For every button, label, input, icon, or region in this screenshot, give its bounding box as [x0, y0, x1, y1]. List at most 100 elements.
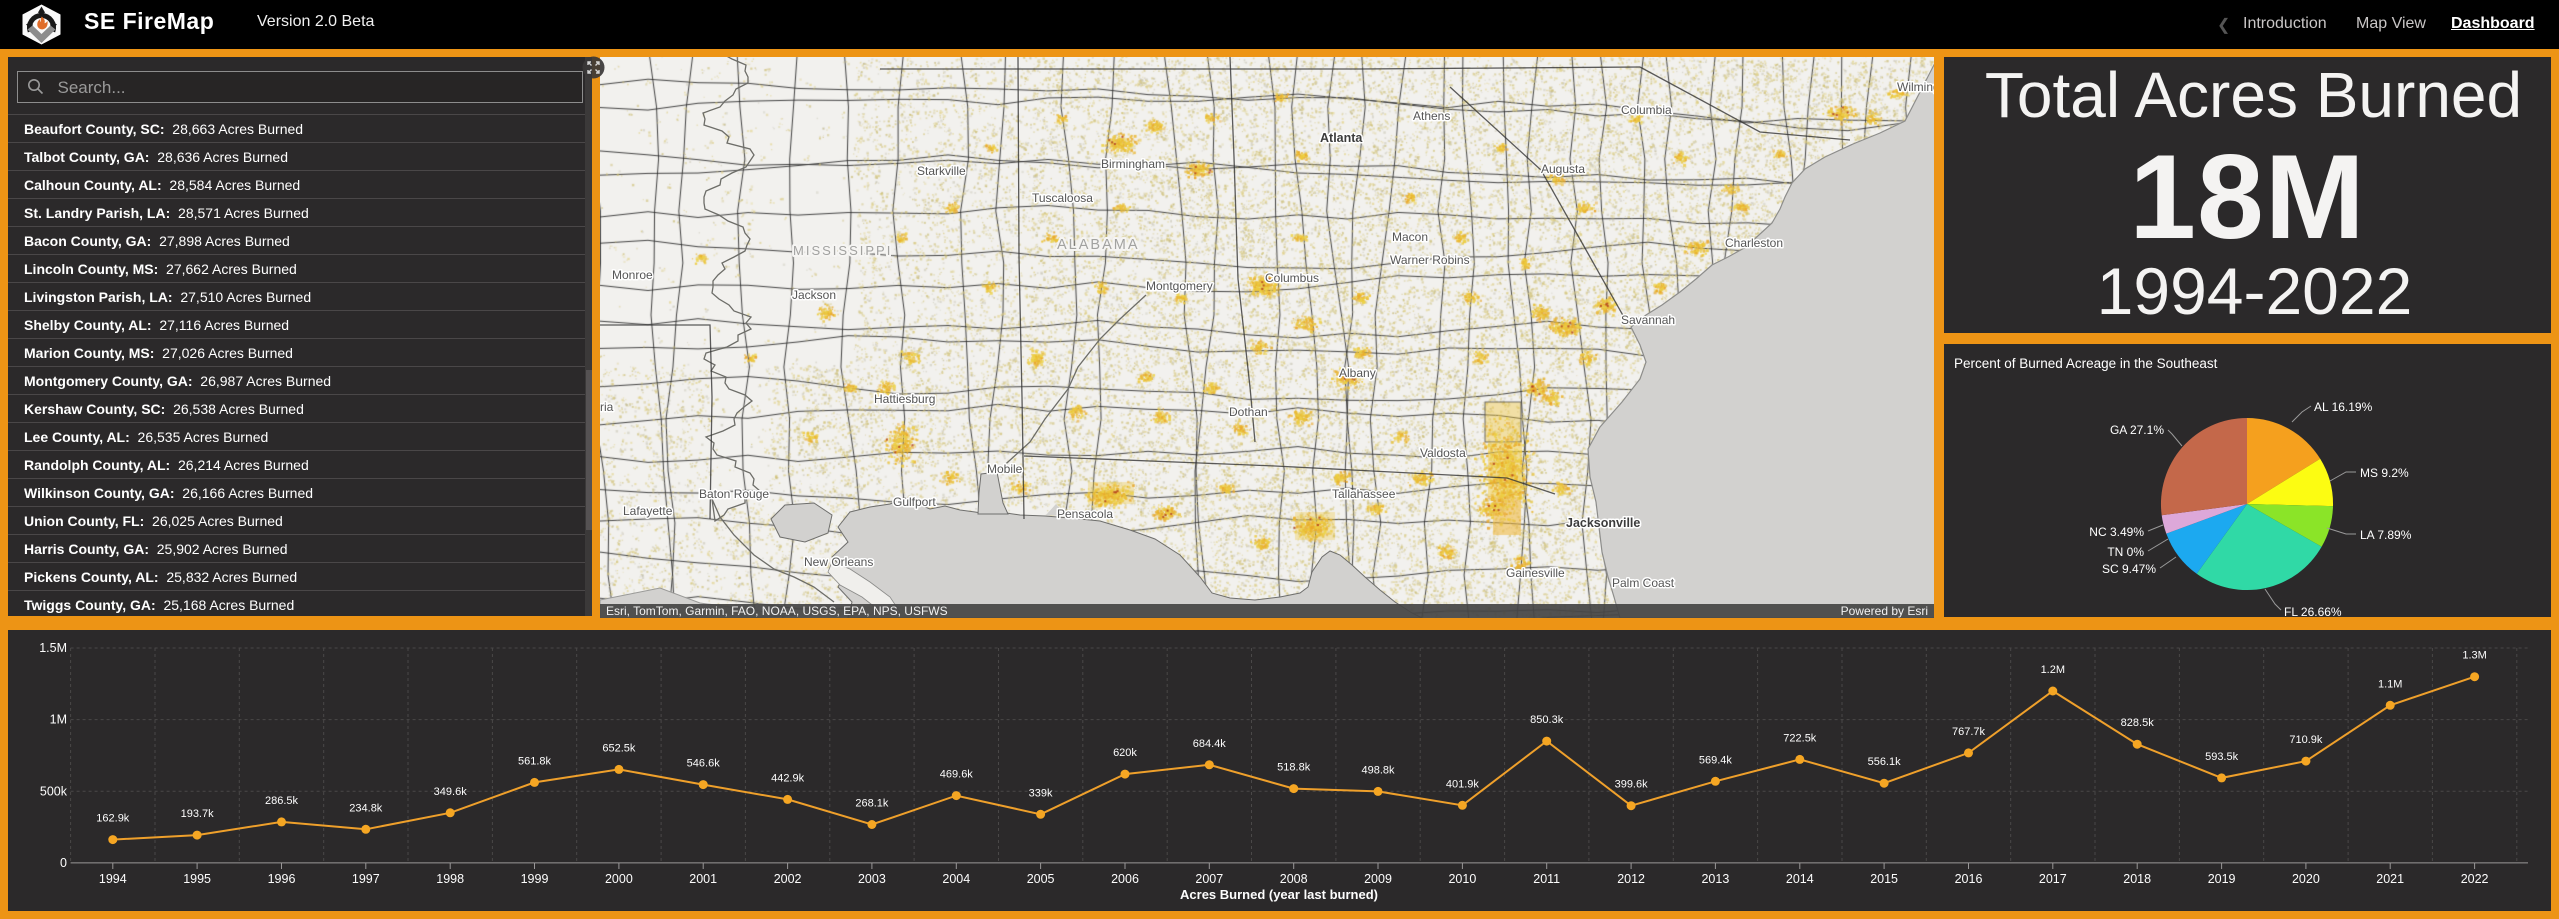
svg-text:286.5k: 286.5k [265, 795, 299, 807]
svg-text:193.7k: 193.7k [181, 808, 215, 820]
svg-text:Athens: Athens [1413, 109, 1450, 123]
svg-text:MS 9.2%: MS 9.2% [2360, 466, 2409, 480]
svg-text:2014: 2014 [1786, 872, 1814, 886]
svg-text:0: 0 [60, 856, 67, 870]
svg-text:Columbia: Columbia [1621, 103, 1672, 117]
svg-text:Pensacola: Pensacola [1057, 507, 1113, 521]
svg-text:2000: 2000 [605, 872, 633, 886]
svg-text:2002: 2002 [774, 872, 802, 886]
svg-text:500k: 500k [40, 784, 68, 798]
svg-text:2019: 2019 [2208, 872, 2236, 886]
svg-text:498.8k: 498.8k [1361, 764, 1395, 776]
svg-text:1.1M: 1.1M [2378, 678, 2402, 690]
svg-text:1995: 1995 [183, 872, 211, 886]
svg-text:442.9k: 442.9k [771, 772, 805, 784]
svg-text:Gainesville: Gainesville [1506, 566, 1565, 580]
svg-text:1998: 1998 [436, 872, 464, 886]
svg-text:AL 16.19%: AL 16.19% [2314, 400, 2373, 414]
svg-text:162.9k: 162.9k [96, 813, 130, 825]
svg-text:SC 9.47%: SC 9.47% [2102, 562, 2156, 576]
svg-text:828.5k: 828.5k [2121, 717, 2155, 729]
svg-text:2011: 2011 [1533, 872, 1560, 886]
svg-text:2008: 2008 [1280, 872, 1308, 886]
svg-text:Augusta: Augusta [1541, 162, 1585, 176]
svg-text:Atlanta: Atlanta [1320, 131, 1363, 145]
svg-text:2007: 2007 [1195, 872, 1223, 886]
svg-text:Montgomery: Montgomery [1146, 279, 1213, 293]
svg-text:Charleston: Charleston [1725, 236, 1783, 250]
svg-text:2016: 2016 [1955, 872, 1983, 886]
svg-text:Starkville: Starkville [917, 164, 966, 178]
svg-text:620k: 620k [1113, 747, 1137, 759]
svg-text:Wilmington: Wilmington [1897, 80, 1934, 94]
svg-text:2001: 2001 [689, 872, 717, 886]
svg-text:401.9k: 401.9k [1446, 778, 1480, 790]
svg-text:1996: 1996 [268, 872, 296, 886]
svg-text:2012: 2012 [1617, 872, 1645, 886]
svg-text:Birmingham: Birmingham [1101, 157, 1165, 171]
svg-text:2018: 2018 [2123, 872, 2151, 886]
svg-text:1.2M: 1.2M [2041, 664, 2065, 676]
svg-text:Tallahassee: Tallahassee [1332, 487, 1396, 501]
svg-text:234.8k: 234.8k [349, 802, 383, 814]
svg-text:Albany: Albany [1339, 366, 1376, 380]
svg-text:TN 0%: TN 0% [2107, 545, 2144, 559]
svg-text:Baton Rouge: Baton Rouge [699, 487, 769, 501]
svg-text:Gulfport: Gulfport [893, 495, 936, 509]
svg-text:1.3M: 1.3M [2462, 650, 2486, 662]
svg-text:1.5M: 1.5M [39, 641, 67, 655]
svg-text:GA 27.1%: GA 27.1% [2110, 423, 2164, 437]
svg-text:Columbus: Columbus [1265, 271, 1319, 285]
svg-text:569.4k: 569.4k [1699, 754, 1733, 766]
svg-text:Jacksonville: Jacksonville [1566, 516, 1640, 530]
svg-text:399.6k: 399.6k [1615, 779, 1649, 791]
svg-text:561.8k: 561.8k [518, 755, 552, 767]
svg-text:767.7k: 767.7k [1952, 726, 1986, 738]
svg-text:684.4k: 684.4k [1193, 738, 1227, 750]
svg-text:Acres Burned (year last burned: Acres Burned (year last burned) [1180, 887, 1378, 902]
svg-text:2013: 2013 [1701, 872, 1729, 886]
svg-text:NC 3.49%: NC 3.49% [2089, 525, 2144, 539]
svg-text:2005: 2005 [1027, 872, 1055, 886]
svg-text:Monroe: Monroe [612, 268, 653, 282]
svg-text:2009: 2009 [1364, 872, 1392, 886]
svg-text:MISSISSIPPI: MISSISSIPPI [793, 243, 892, 258]
svg-text:546.6k: 546.6k [687, 758, 721, 770]
svg-text:593.5k: 593.5k [2205, 751, 2239, 763]
svg-text:Warner Robins: Warner Robins [1390, 253, 1470, 267]
svg-text:850.3k: 850.3k [1530, 714, 1564, 726]
svg-text:268.1k: 268.1k [855, 798, 889, 810]
svg-text:Savannah: Savannah [1621, 313, 1675, 327]
svg-text:Dothan: Dothan [1229, 405, 1268, 419]
svg-text:710.9k: 710.9k [2289, 734, 2323, 746]
svg-text:ALABAMA: ALABAMA [1057, 237, 1140, 253]
svg-text:518.8k: 518.8k [1277, 762, 1311, 774]
svg-text:339k: 339k [1029, 787, 1053, 799]
svg-text:2015: 2015 [1870, 872, 1898, 886]
svg-text:2020: 2020 [2292, 872, 2320, 886]
svg-text:1M: 1M [50, 713, 67, 727]
svg-text:1999: 1999 [521, 872, 549, 886]
svg-text:Hattiesburg: Hattiesburg [874, 392, 935, 406]
svg-text:2017: 2017 [2039, 872, 2067, 886]
svg-text:FL 26.66%: FL 26.66% [2284, 605, 2342, 617]
svg-text:Mobile: Mobile [987, 462, 1023, 476]
svg-text:Tuscaloosa: Tuscaloosa [1032, 191, 1093, 205]
svg-text:2021: 2021 [2376, 872, 2404, 886]
svg-text:Palm Coast: Palm Coast [1612, 576, 1675, 590]
svg-text:Jackson: Jackson [792, 288, 836, 302]
svg-text:Lafayette: Lafayette [623, 504, 673, 518]
svg-text:469.6k: 469.6k [940, 769, 974, 781]
svg-text:2010: 2010 [1448, 872, 1476, 886]
svg-text:2022: 2022 [2461, 872, 2489, 886]
svg-text:722.5k: 722.5k [1783, 732, 1817, 744]
svg-text:2003: 2003 [858, 872, 886, 886]
svg-text:349.6k: 349.6k [434, 786, 468, 798]
svg-text:556.1k: 556.1k [1868, 756, 1902, 768]
svg-text:2006: 2006 [1111, 872, 1139, 886]
svg-text:Valdosta: Valdosta [1420, 446, 1466, 460]
svg-text:1994: 1994 [99, 872, 127, 886]
svg-text:ria: ria [600, 400, 614, 414]
svg-text:652.5k: 652.5k [602, 742, 636, 754]
svg-text:1997: 1997 [352, 872, 380, 886]
